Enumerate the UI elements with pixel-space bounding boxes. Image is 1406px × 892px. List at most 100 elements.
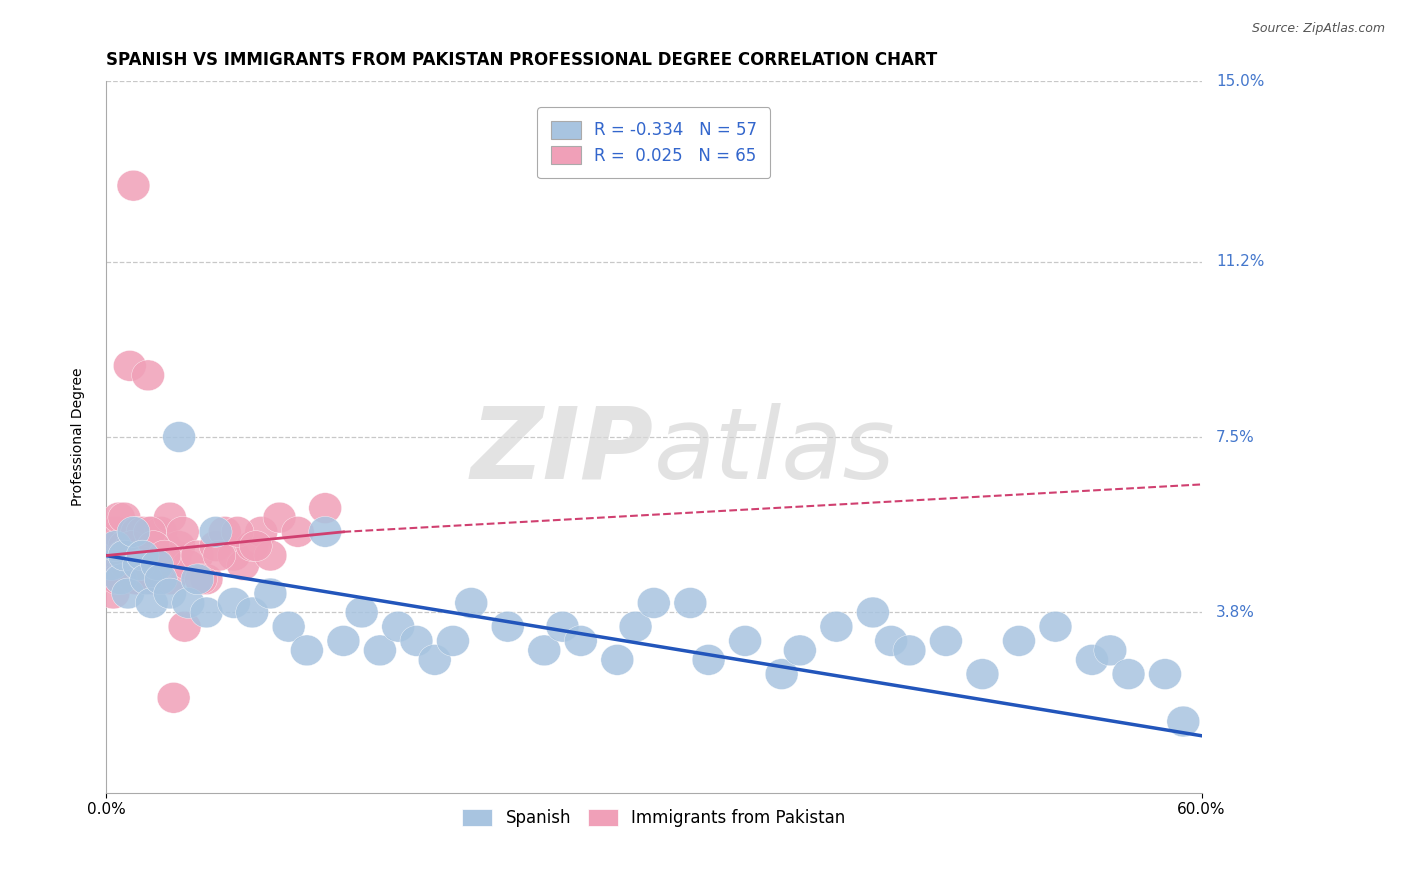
Ellipse shape <box>111 578 145 609</box>
Ellipse shape <box>104 564 138 595</box>
Ellipse shape <box>129 531 163 561</box>
Ellipse shape <box>148 541 181 571</box>
Ellipse shape <box>169 611 201 642</box>
Ellipse shape <box>98 516 132 548</box>
Ellipse shape <box>115 531 148 561</box>
Ellipse shape <box>93 549 127 581</box>
Ellipse shape <box>108 531 141 561</box>
Ellipse shape <box>254 578 287 609</box>
Ellipse shape <box>190 564 224 595</box>
Ellipse shape <box>820 611 853 642</box>
Ellipse shape <box>328 625 360 657</box>
Ellipse shape <box>103 502 135 533</box>
Ellipse shape <box>254 541 287 571</box>
Y-axis label: Professional Degree: Professional Degree <box>72 368 86 507</box>
Ellipse shape <box>139 541 172 571</box>
Ellipse shape <box>128 549 160 581</box>
Ellipse shape <box>101 564 134 595</box>
Ellipse shape <box>309 492 342 524</box>
Ellipse shape <box>1076 644 1108 675</box>
Ellipse shape <box>221 516 254 548</box>
Ellipse shape <box>382 611 415 642</box>
Ellipse shape <box>129 564 163 595</box>
Ellipse shape <box>181 541 214 571</box>
Ellipse shape <box>153 502 187 533</box>
Ellipse shape <box>127 516 159 548</box>
Ellipse shape <box>163 422 195 452</box>
Ellipse shape <box>692 644 725 675</box>
Ellipse shape <box>148 531 181 561</box>
Ellipse shape <box>127 541 159 571</box>
Ellipse shape <box>419 644 451 675</box>
Ellipse shape <box>893 635 927 665</box>
Text: Source: ZipAtlas.com: Source: ZipAtlas.com <box>1251 22 1385 36</box>
Ellipse shape <box>546 611 579 642</box>
Ellipse shape <box>172 588 205 618</box>
Ellipse shape <box>96 531 128 561</box>
Ellipse shape <box>96 549 128 581</box>
Ellipse shape <box>263 502 295 533</box>
Ellipse shape <box>208 516 242 548</box>
Ellipse shape <box>157 682 190 714</box>
Ellipse shape <box>637 588 671 618</box>
Ellipse shape <box>1094 635 1126 665</box>
Ellipse shape <box>104 549 138 581</box>
Ellipse shape <box>117 516 150 548</box>
Ellipse shape <box>783 635 817 665</box>
Ellipse shape <box>1112 658 1144 690</box>
Ellipse shape <box>1149 658 1181 690</box>
Ellipse shape <box>141 531 173 561</box>
Ellipse shape <box>98 531 132 561</box>
Ellipse shape <box>159 541 191 571</box>
Ellipse shape <box>153 564 187 595</box>
Ellipse shape <box>966 658 998 690</box>
Ellipse shape <box>145 516 177 548</box>
Ellipse shape <box>163 531 195 561</box>
Ellipse shape <box>114 351 146 381</box>
Ellipse shape <box>600 644 634 675</box>
Ellipse shape <box>281 516 314 548</box>
Ellipse shape <box>108 502 141 533</box>
Ellipse shape <box>226 549 260 581</box>
Ellipse shape <box>527 635 561 665</box>
Ellipse shape <box>346 597 378 628</box>
Ellipse shape <box>309 516 342 548</box>
Text: atlas: atlas <box>654 402 896 500</box>
Ellipse shape <box>218 588 250 618</box>
Ellipse shape <box>181 564 214 595</box>
Ellipse shape <box>1039 611 1071 642</box>
Ellipse shape <box>108 564 141 595</box>
Ellipse shape <box>875 625 908 657</box>
Ellipse shape <box>245 516 278 548</box>
Ellipse shape <box>153 578 187 609</box>
Ellipse shape <box>127 549 159 581</box>
Ellipse shape <box>236 597 269 628</box>
Ellipse shape <box>110 549 142 581</box>
Ellipse shape <box>401 625 433 657</box>
Ellipse shape <box>97 578 129 609</box>
Ellipse shape <box>200 531 232 561</box>
Ellipse shape <box>117 531 150 561</box>
Ellipse shape <box>127 541 159 571</box>
Ellipse shape <box>135 564 169 595</box>
Ellipse shape <box>1002 625 1035 657</box>
Ellipse shape <box>673 588 707 618</box>
Ellipse shape <box>121 516 153 548</box>
Ellipse shape <box>1167 706 1199 737</box>
Ellipse shape <box>135 588 169 618</box>
Ellipse shape <box>105 541 139 571</box>
Ellipse shape <box>239 531 273 561</box>
Ellipse shape <box>122 564 156 595</box>
Ellipse shape <box>184 564 218 595</box>
Ellipse shape <box>124 541 157 571</box>
Ellipse shape <box>145 564 177 595</box>
Ellipse shape <box>122 549 156 581</box>
Ellipse shape <box>765 658 799 690</box>
Ellipse shape <box>98 564 132 595</box>
Ellipse shape <box>218 541 250 571</box>
Ellipse shape <box>172 549 205 581</box>
Ellipse shape <box>436 625 470 657</box>
Ellipse shape <box>108 541 141 571</box>
Ellipse shape <box>134 516 166 548</box>
Legend: Spanish, Immigrants from Pakistan: Spanish, Immigrants from Pakistan <box>456 803 852 834</box>
